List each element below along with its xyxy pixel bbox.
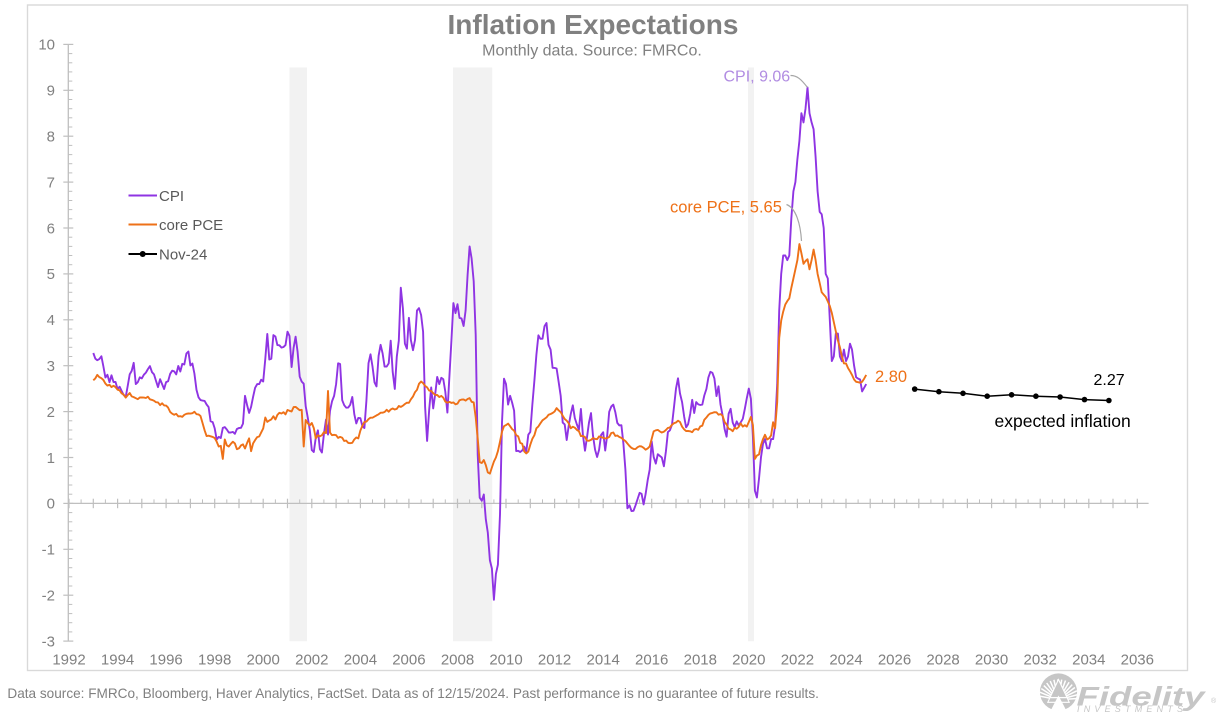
svg-text:2.27: 2.27 — [1094, 372, 1125, 389]
svg-text:Inflation Expectations: Inflation Expectations — [448, 9, 739, 40]
svg-text:9: 9 — [47, 83, 55, 100]
svg-text:1994: 1994 — [101, 652, 134, 669]
svg-text:2030: 2030 — [975, 652, 1008, 669]
svg-text:10: 10 — [38, 37, 55, 54]
svg-text:2014: 2014 — [587, 652, 620, 669]
svg-text:1992: 1992 — [52, 652, 85, 669]
svg-text:2000: 2000 — [247, 652, 280, 669]
svg-text:core PCE: core PCE — [159, 217, 223, 234]
svg-text:2: 2 — [47, 404, 55, 421]
svg-text:Fidelity: Fidelity — [1077, 681, 1208, 711]
svg-text:Nov-24: Nov-24 — [159, 246, 207, 263]
svg-text:2020: 2020 — [732, 652, 765, 669]
svg-text:6: 6 — [47, 220, 55, 237]
svg-text:2016: 2016 — [635, 652, 668, 669]
svg-text:2026: 2026 — [878, 652, 911, 669]
svg-text:2024: 2024 — [829, 652, 862, 669]
svg-text:CPI: CPI — [159, 188, 184, 205]
svg-text:2010: 2010 — [489, 652, 522, 669]
svg-text:2.80: 2.80 — [875, 368, 907, 386]
svg-text:2022: 2022 — [781, 652, 814, 669]
svg-text:1996: 1996 — [149, 652, 182, 669]
svg-text:2034: 2034 — [1072, 652, 1105, 669]
svg-text:2004: 2004 — [344, 652, 377, 669]
svg-text:2018: 2018 — [684, 652, 717, 669]
svg-text:8: 8 — [47, 129, 55, 146]
svg-text:CPI, 9.06: CPI, 9.06 — [724, 69, 791, 86]
svg-text:4: 4 — [47, 312, 55, 329]
svg-text:Monthly data. Source: FMRCo.: Monthly data. Source: FMRCo. — [482, 43, 702, 60]
svg-text:-3: -3 — [42, 633, 55, 650]
svg-text:0: 0 — [47, 496, 55, 513]
svg-text:2036: 2036 — [1121, 652, 1154, 669]
svg-text:7: 7 — [47, 174, 55, 191]
svg-text:®: ® — [1211, 697, 1217, 705]
svg-text:-2: -2 — [42, 588, 55, 605]
svg-text:1998: 1998 — [198, 652, 231, 669]
svg-text:expected inflation: expected inflation — [995, 411, 1131, 431]
svg-text:2006: 2006 — [392, 652, 425, 669]
svg-text:2002: 2002 — [295, 652, 328, 669]
svg-text:5: 5 — [47, 266, 55, 283]
svg-text:1: 1 — [47, 450, 55, 467]
svg-text:INVESTMENTS: INVESTMENTS — [1077, 704, 1187, 714]
svg-text:2028: 2028 — [926, 652, 959, 669]
svg-text:-1: -1 — [42, 542, 55, 559]
svg-text:core PCE, 5.65: core PCE, 5.65 — [670, 199, 782, 217]
svg-text:3: 3 — [47, 358, 55, 375]
svg-text:2032: 2032 — [1024, 652, 1057, 669]
svg-text:Data source: FMRCo, Bloomberg,: Data source: FMRCo, Bloomberg, Haver Ana… — [7, 686, 819, 701]
svg-text:2008: 2008 — [441, 652, 474, 669]
svg-text:2012: 2012 — [538, 652, 571, 669]
